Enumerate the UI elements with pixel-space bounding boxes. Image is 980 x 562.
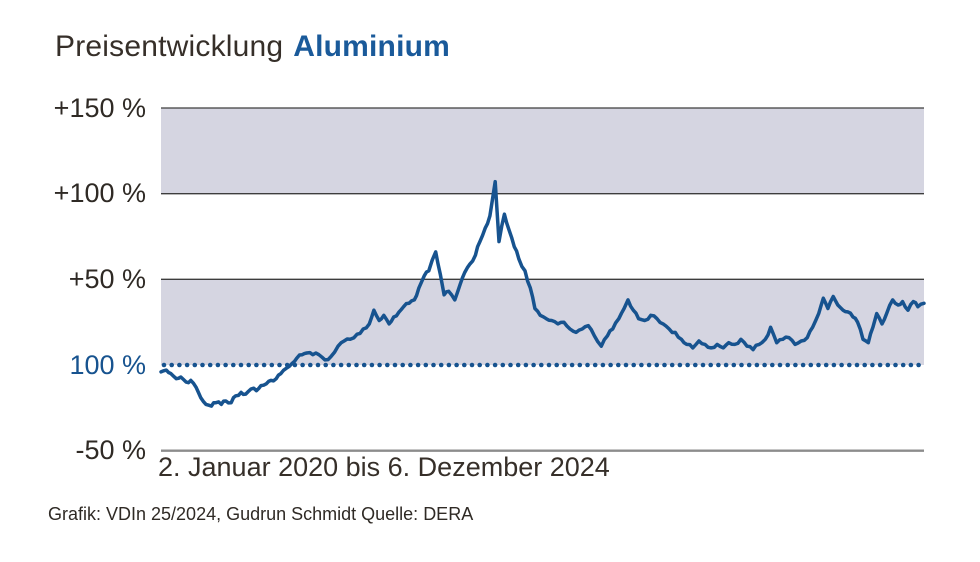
chart-title-prefix: Preisentwicklung bbox=[55, 30, 284, 63]
chart-title-subject: Aluminium bbox=[293, 30, 450, 63]
x-axis-label: 2. Januar 2020 bis 6. Dezember 2024 bbox=[158, 452, 610, 482]
y-tick-label-3: 100 % bbox=[69, 349, 146, 380]
y-axis-labels: +150 % +100 % +50 % 100 % -50 % bbox=[0, 0, 146, 562]
y-tick-label-2: +50 % bbox=[68, 263, 146, 294]
y-tick-label-4: -50 % bbox=[75, 435, 146, 466]
chart-title: Preisentwicklung Aluminium bbox=[55, 30, 450, 64]
y-tick-label-0: +150 % bbox=[53, 92, 146, 123]
price-line-series bbox=[159, 179, 926, 408]
source-caption: Grafik: VDIn 25/2024, Gudrun Schmidt Que… bbox=[48, 504, 474, 524]
band-lower bbox=[161, 279, 924, 365]
y-tick-label-1: +100 % bbox=[53, 178, 146, 209]
band-upper bbox=[161, 108, 924, 194]
baseline-dotted bbox=[161, 362, 921, 368]
